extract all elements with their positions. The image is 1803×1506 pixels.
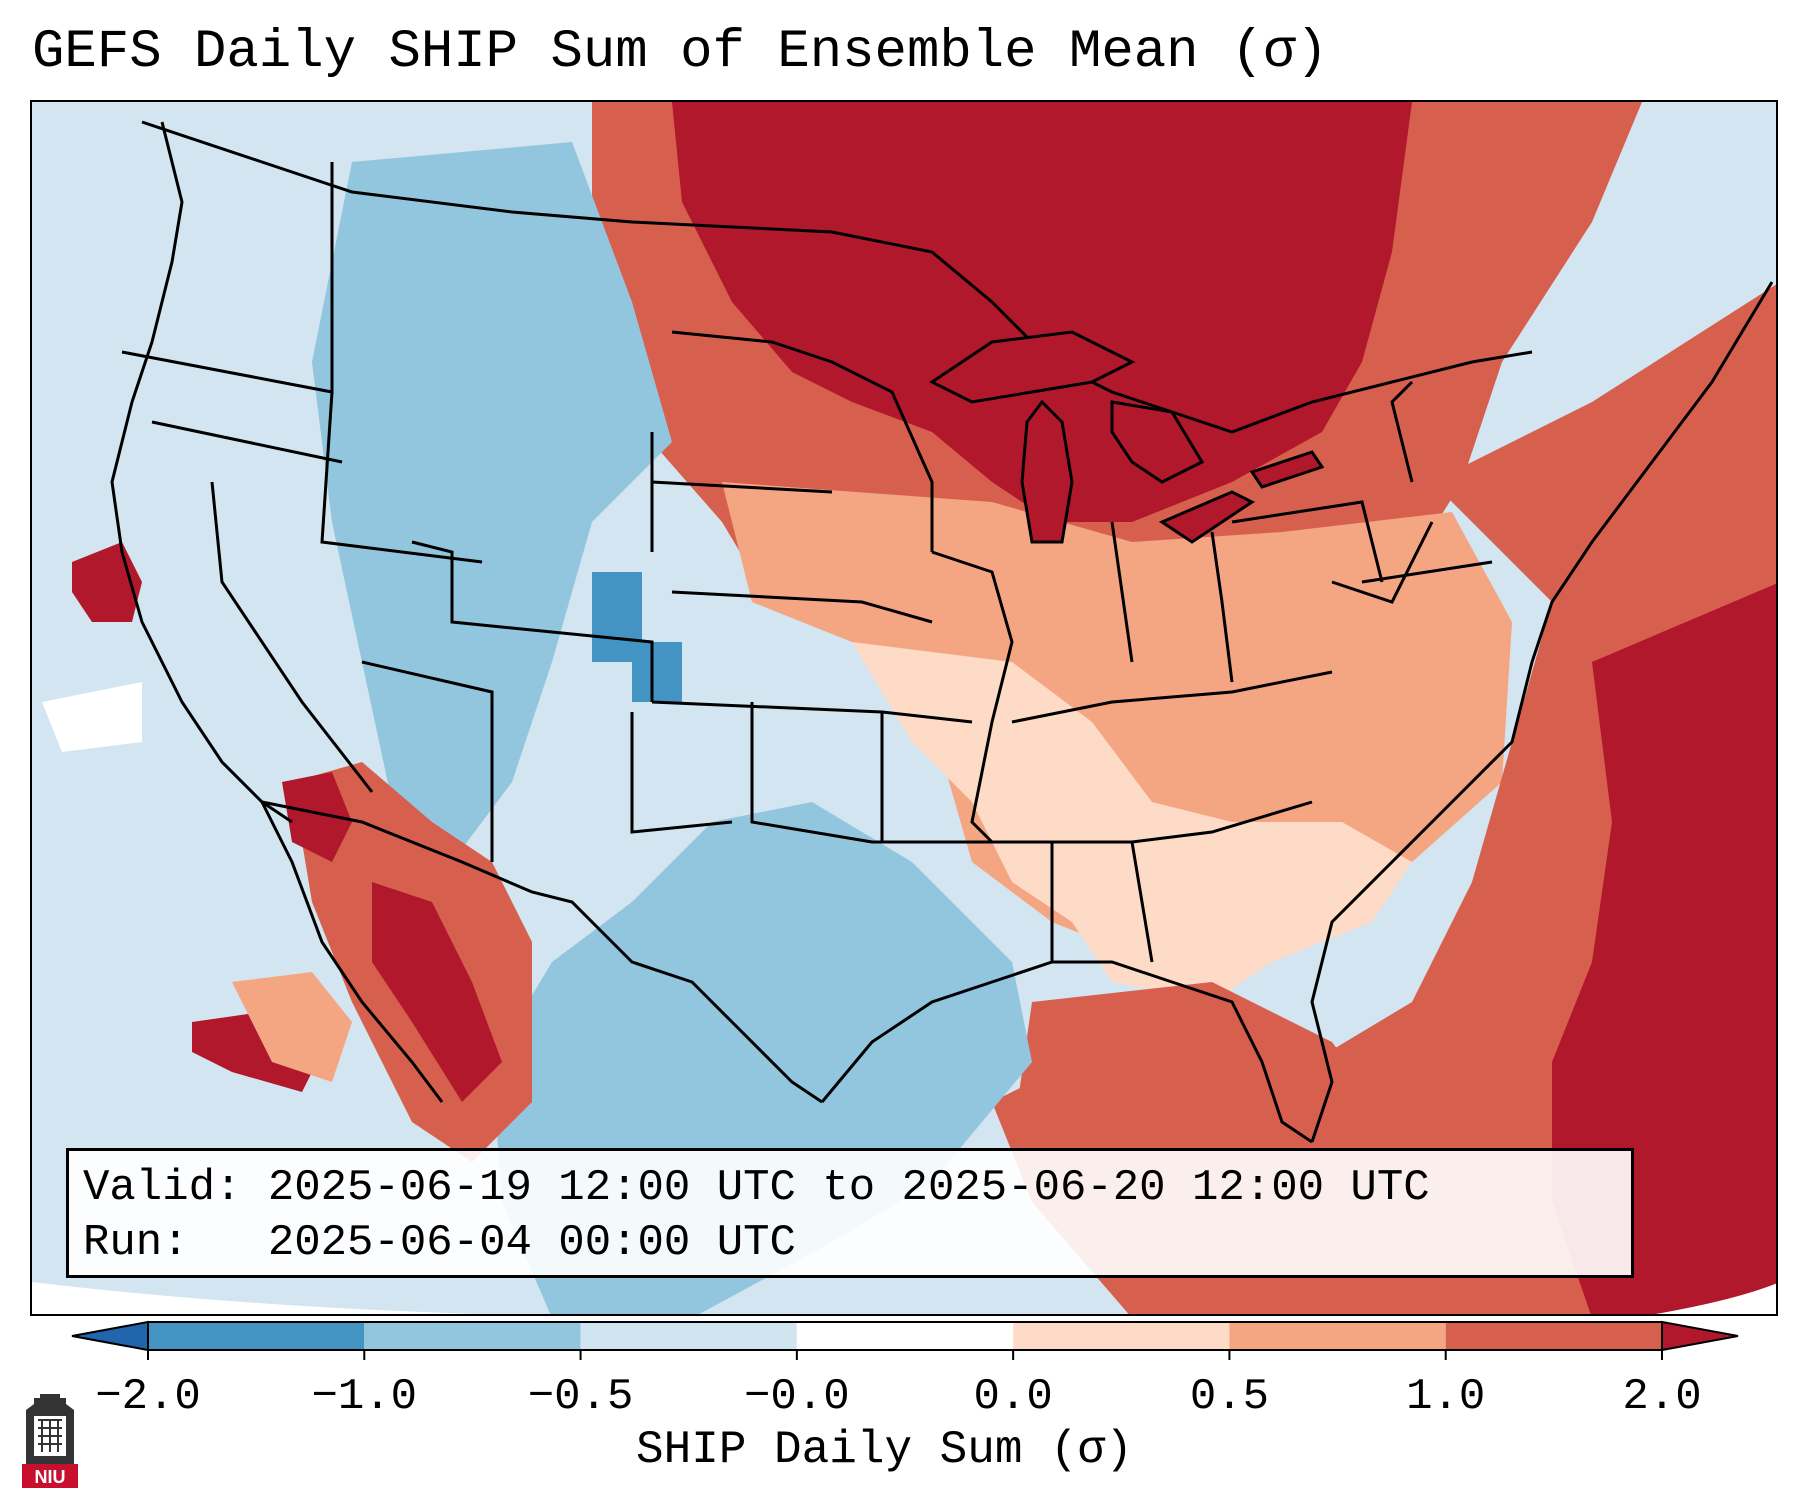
- colorbar-under-arrow: [71, 1320, 149, 1352]
- lake-michigan: [1020, 399, 1074, 544]
- lake-huron: [1110, 400, 1205, 484]
- colorbar-segment: [580, 1322, 797, 1350]
- anomaly-field-south-pink: [852, 642, 1412, 1002]
- valid-run-info-box: Valid: 2025-06-19 12:00 UTC to 2025-06-2…: [66, 1148, 1634, 1278]
- anomaly-field-southwest-darkred: [282, 772, 502, 1102]
- colorbar-segment: [364, 1322, 581, 1350]
- map-panel: [30, 100, 1778, 1316]
- colorbar-tick-label: −0.0: [744, 1372, 850, 1420]
- pacific-coastline: [110, 121, 293, 824]
- anomaly-field-colorado-blue: [592, 572, 682, 702]
- valid-line: Valid: 2025-06-19 12:00 UTC to 2025-06-2…: [83, 1161, 1617, 1216]
- boundary-lines: [110, 120, 1774, 1144]
- colorbar-segment: [796, 1322, 1014, 1350]
- colorbar-outline: [147, 1321, 1663, 1351]
- colorbar-segment: [1445, 1322, 1662, 1350]
- logo-window-grid: [38, 1419, 62, 1452]
- anomaly-field-north-darkred: [672, 102, 1412, 522]
- lake-erie: [1158, 490, 1255, 544]
- valid-label: Valid:: [83, 1163, 242, 1213]
- colorbar-over-arrow: [1661, 1320, 1739, 1352]
- map-canvas: [32, 102, 1776, 1314]
- valid-value: 2025-06-19 12:00 UTC to 2025-06-20 12:00…: [267, 1163, 1430, 1213]
- lake-superior: [929, 330, 1136, 404]
- colorbar-tick-label: −0.5: [528, 1372, 634, 1420]
- colorbar-tick-label: 0.0: [974, 1372, 1053, 1420]
- run-label: Run:: [83, 1218, 189, 1268]
- anomaly-field-west-blue: [312, 142, 672, 862]
- atlantic-coastline: [1310, 281, 1774, 1143]
- mexico-border: [261, 800, 823, 1104]
- colorbar-tick-label: −2.0: [95, 1372, 201, 1420]
- projection-edge-right: [1655, 1283, 1776, 1314]
- logo-banner: [22, 1464, 78, 1488]
- projection-edge: [32, 1282, 477, 1314]
- niu-logo: NIU: [22, 1394, 78, 1488]
- great-lakes: [929, 330, 1325, 544]
- colorbar-segment: [1229, 1322, 1446, 1350]
- colorbar-segment: [1013, 1322, 1230, 1350]
- colorbar-tick-label: 0.5: [1190, 1372, 1269, 1420]
- us-canada-border: [141, 120, 1533, 434]
- interior-lines: [121, 162, 1493, 963]
- anomaly-field-atlantic-darkred: [1552, 583, 1776, 1314]
- chart-title: GEFS Daily SHIP Sum of Ensemble Mean (σ): [32, 22, 1329, 83]
- baja-coastline: [260, 801, 444, 1103]
- run-line: Run: 2025-06-04 00:00 UTC: [83, 1216, 1617, 1271]
- colorbar: −2.0 −1.0 −0.5 −0.0 0.0 0.5 1.0 2.0: [71, 1320, 1739, 1420]
- lake-ontario: [1249, 450, 1325, 489]
- gulf-coastline: [820, 960, 1313, 1144]
- colorbar-tick-label: 1.0: [1406, 1372, 1485, 1420]
- anomaly-field-white-patch: [42, 682, 142, 752]
- run-value: 2025-06-04 00:00 UTC: [267, 1218, 796, 1268]
- colorbar-tick-label: 2.0: [1622, 1372, 1701, 1420]
- colorbar-tick-label: −1.0: [311, 1372, 417, 1420]
- colorbar-segment: [148, 1322, 365, 1350]
- colorbar-segments: [71, 1320, 1739, 1352]
- anomaly-fields: [32, 102, 1776, 1314]
- colorbar-label: SHIP Daily Sum (σ): [636, 1424, 1133, 1476]
- anomaly-field-pacific-salmon: [232, 972, 352, 1082]
- logo-text: NIU: [35, 1467, 66, 1487]
- colorbar-ticks: −2.0 −1.0 −0.5 −0.0 0.0 0.5 1.0 2.0: [95, 1350, 1702, 1420]
